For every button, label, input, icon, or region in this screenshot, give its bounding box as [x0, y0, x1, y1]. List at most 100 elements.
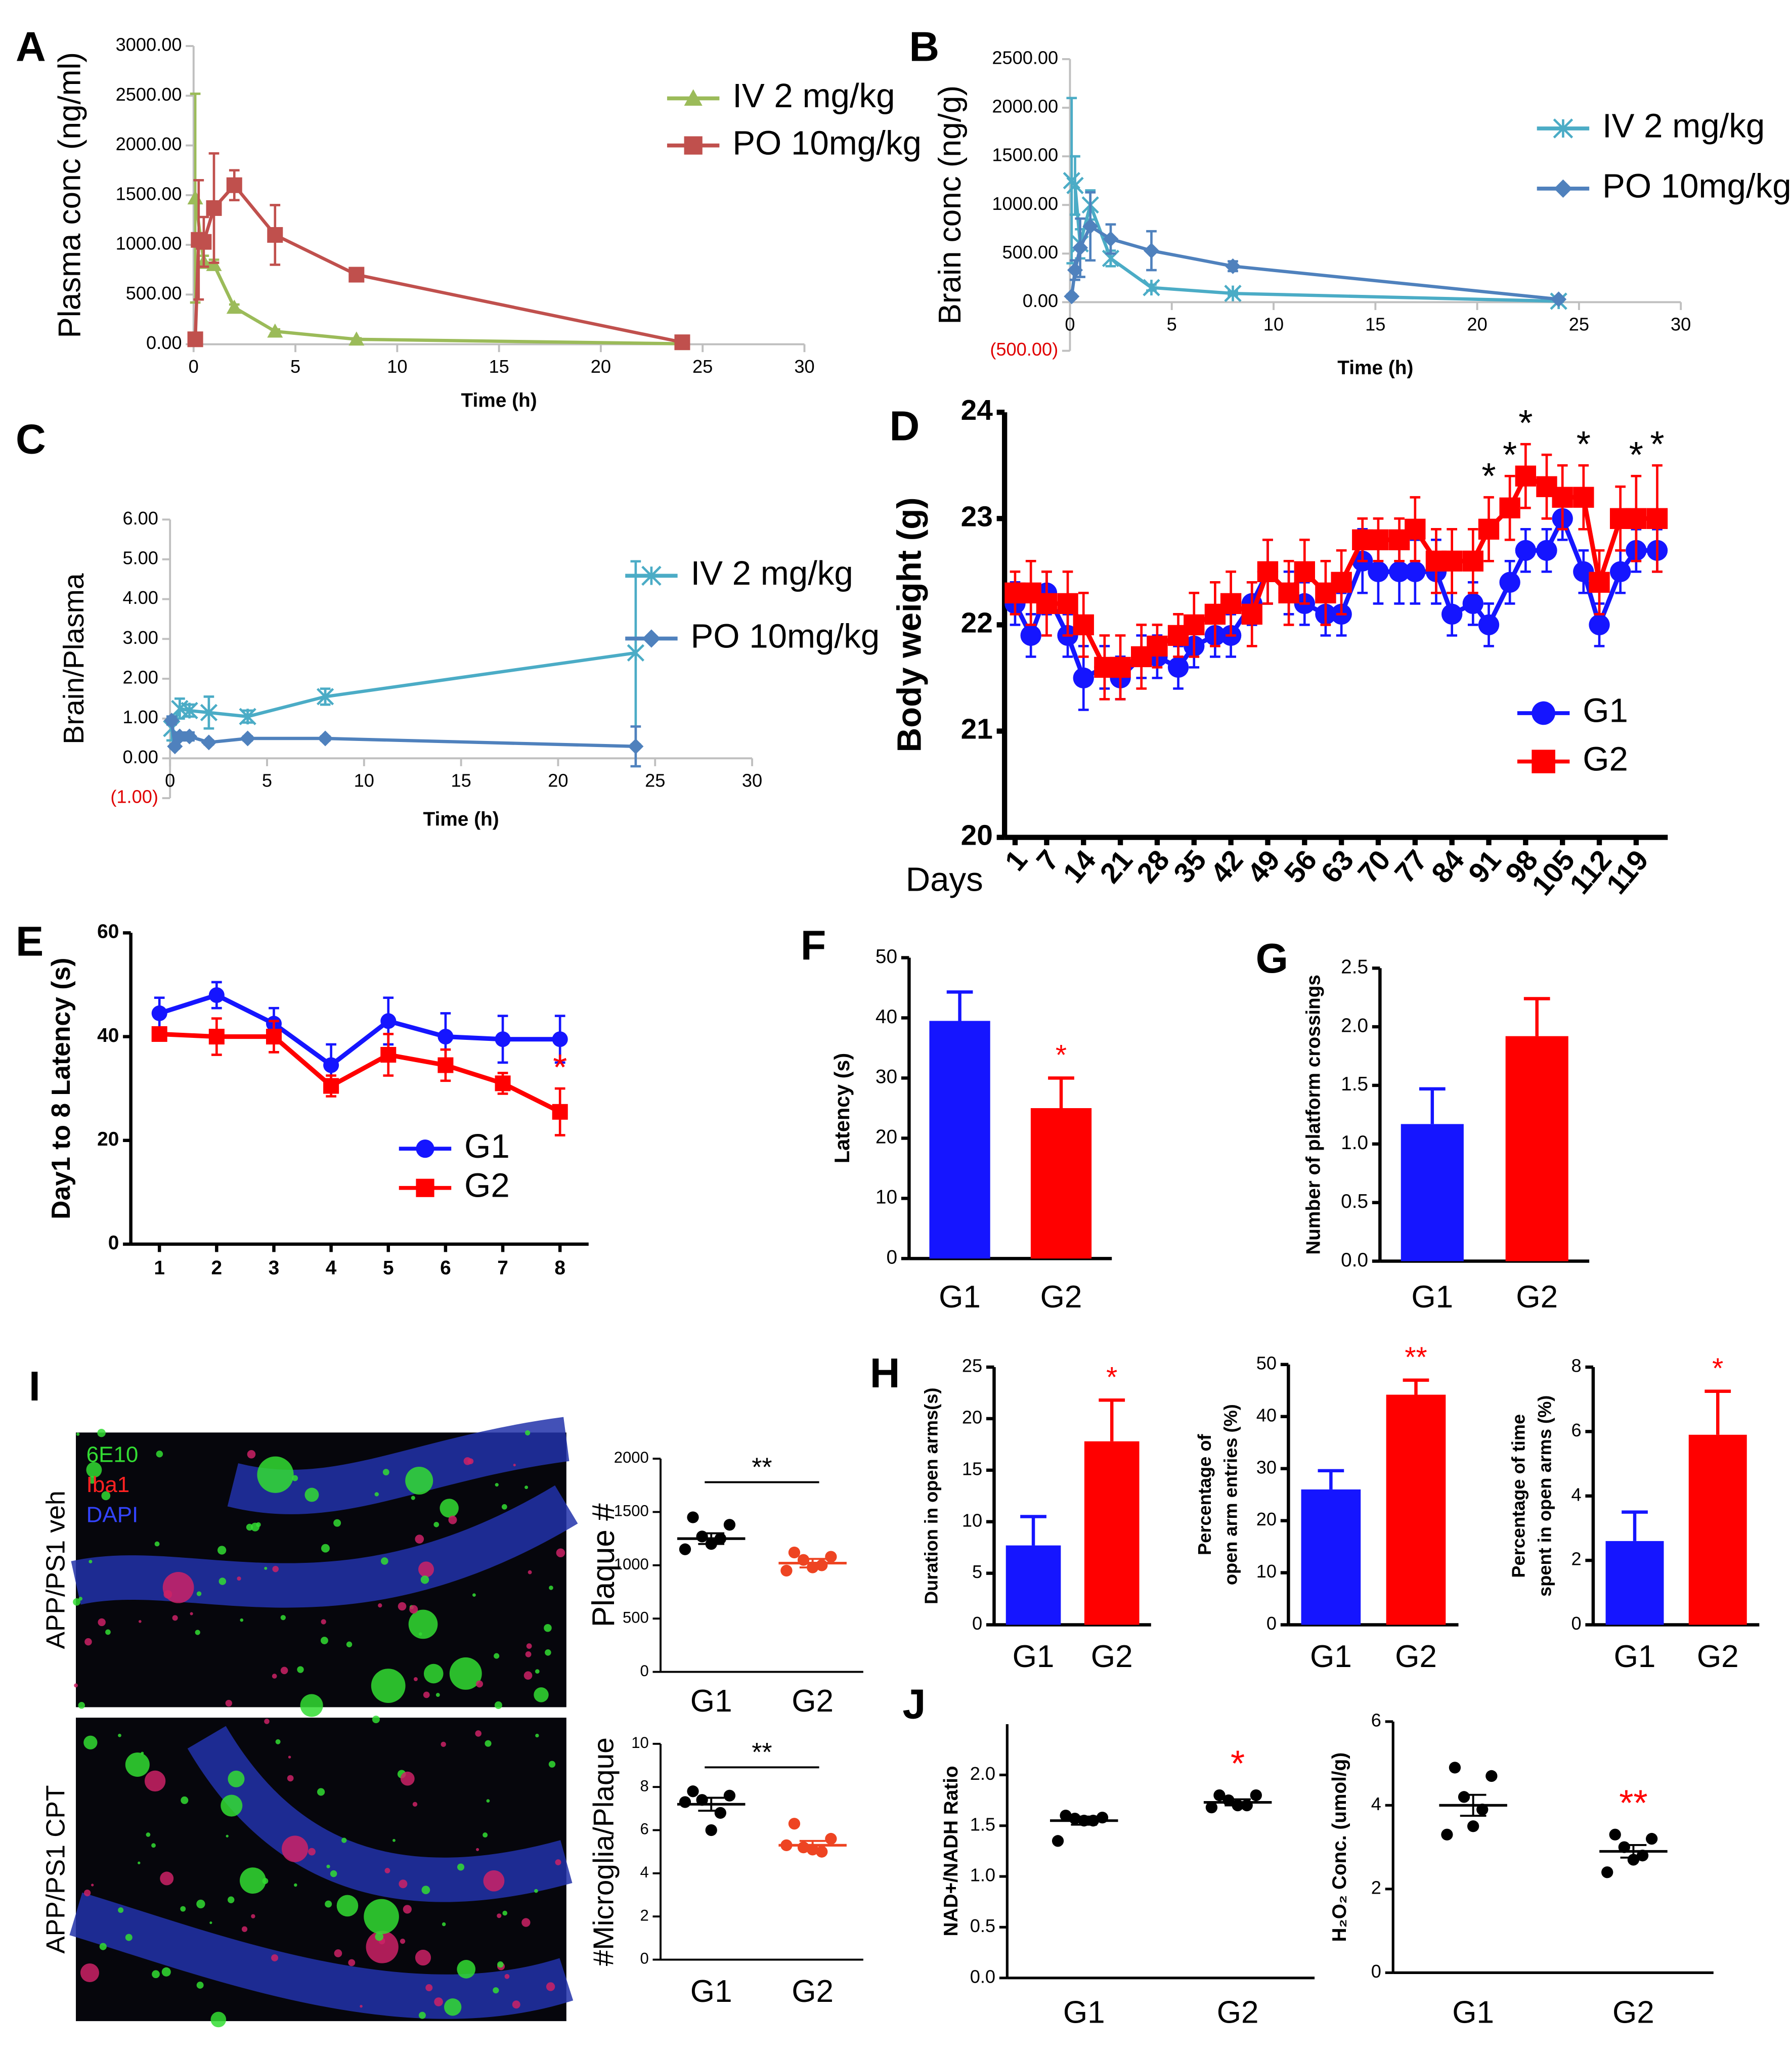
marker	[1441, 603, 1463, 625]
stain-spot	[534, 1687, 549, 1702]
stain-spot	[433, 1521, 440, 1527]
stain-spot	[525, 1485, 529, 1490]
stain-spot	[146, 1832, 151, 1837]
x-tick-label: 0	[1065, 314, 1075, 335]
marker	[495, 1075, 511, 1091]
y-tick-label: 2.0	[1341, 1015, 1368, 1036]
x-tick-label: 20	[1467, 314, 1487, 335]
stain-spot	[425, 1984, 433, 1992]
marker	[266, 1029, 282, 1045]
marker	[1462, 593, 1483, 615]
legend-label: IV 2 mg/kg	[732, 77, 895, 115]
stain-spot	[546, 1982, 555, 1991]
stain-spot	[78, 1702, 85, 1709]
y-tick-label: 40	[876, 1006, 897, 1028]
data-point	[1601, 1866, 1613, 1878]
marker	[267, 323, 283, 338]
data-point	[788, 1818, 801, 1830]
y-tick-label: 21	[961, 713, 993, 746]
stain-label: 6E10	[86, 1442, 139, 1467]
data-point	[825, 1832, 837, 1845]
stain-spot	[125, 1752, 150, 1777]
marker	[1082, 218, 1099, 235]
y-tick-label: 2	[1571, 1549, 1581, 1569]
stain-spot	[226, 1834, 229, 1837]
marker	[416, 1178, 434, 1197]
y-tick-label: 1500	[614, 1502, 649, 1520]
stain-spot	[403, 1905, 412, 1914]
stain-spot	[210, 2011, 227, 2028]
stain-spot	[494, 1653, 500, 1659]
x-tick-label: 10	[1263, 314, 1284, 335]
marker	[1368, 529, 1389, 550]
legend-label: G1	[464, 1127, 510, 1165]
marker	[1536, 540, 1557, 561]
y-tick-label: 24	[961, 394, 993, 426]
y-tick-label: 0	[108, 1232, 119, 1254]
data-point	[780, 1564, 793, 1577]
y-tick-label: 1.0	[970, 1865, 995, 1886]
x-axis-label: Days	[906, 860, 983, 898]
panel-label: H	[870, 1349, 900, 1396]
panel-label: J	[902, 1680, 926, 1727]
stain-spot	[181, 1796, 189, 1804]
stain-spot	[501, 1504, 507, 1510]
stain-spot	[409, 1605, 418, 1614]
stain-spot	[374, 1492, 379, 1497]
x-tick-label: 7	[497, 1257, 508, 1279]
marker	[1478, 518, 1500, 540]
stain-spot	[73, 1598, 80, 1606]
y-tick-label: 0	[972, 1613, 982, 1634]
stain-spot	[372, 1716, 380, 1724]
stain-spot	[105, 1629, 111, 1635]
stain-spot	[308, 1848, 316, 1856]
panel-label: A	[16, 23, 46, 70]
stain-spot	[163, 1590, 172, 1599]
stain-spot	[525, 1430, 531, 1436]
y-axis-label: H₂O₂ Conc. (umol/g)	[1329, 1753, 1350, 1942]
y-tick-label: 6	[1571, 1420, 1581, 1440]
x-tick-label: 1	[154, 1257, 165, 1279]
marker	[200, 704, 218, 722]
stain-spot	[381, 1557, 388, 1565]
stain-spot	[412, 1802, 418, 1807]
data-point	[1485, 1770, 1498, 1782]
y-tick-label: (500.00)	[990, 339, 1058, 360]
x-tick-label: 5	[383, 1257, 394, 1279]
y-tick-label: 40	[97, 1025, 119, 1046]
marker	[1110, 656, 1131, 678]
marker	[317, 730, 333, 747]
stain-spot	[225, 1699, 232, 1707]
bar	[1688, 1434, 1747, 1625]
y-tick-label: 6.00	[122, 508, 158, 529]
stain-spot	[152, 1970, 160, 1979]
stain-spot	[392, 1838, 396, 1842]
marker	[1257, 561, 1279, 583]
y-tick-label: 3.00	[122, 627, 158, 648]
stain-spot	[457, 1960, 476, 1979]
marker	[495, 1031, 511, 1047]
stain-spot	[195, 1630, 200, 1635]
stain-spot	[348, 1959, 356, 1966]
stain-spot	[272, 1565, 279, 1572]
x-tick-label: 15	[451, 770, 471, 791]
stain-spot	[549, 1586, 553, 1590]
marker	[1184, 614, 1205, 636]
y-tick-label: 15	[962, 1458, 982, 1479]
stain-spot	[144, 1770, 166, 1792]
stain-spot	[125, 1934, 133, 1941]
x-tick-label: G2	[1217, 1995, 1259, 2030]
y-tick-label: 1.00	[122, 707, 158, 727]
sem-bar	[1071, 1815, 1098, 1826]
marker	[1220, 593, 1242, 615]
stain-spot	[440, 1499, 459, 1518]
x-tick-label: 30	[742, 770, 762, 791]
x-tick-label: G1	[1452, 1995, 1494, 2030]
marker	[552, 1104, 568, 1120]
stain-spot	[434, 1997, 443, 2006]
marker	[1589, 614, 1610, 636]
marker	[1331, 572, 1352, 593]
marker	[151, 1005, 167, 1021]
data-point	[705, 1824, 717, 1836]
